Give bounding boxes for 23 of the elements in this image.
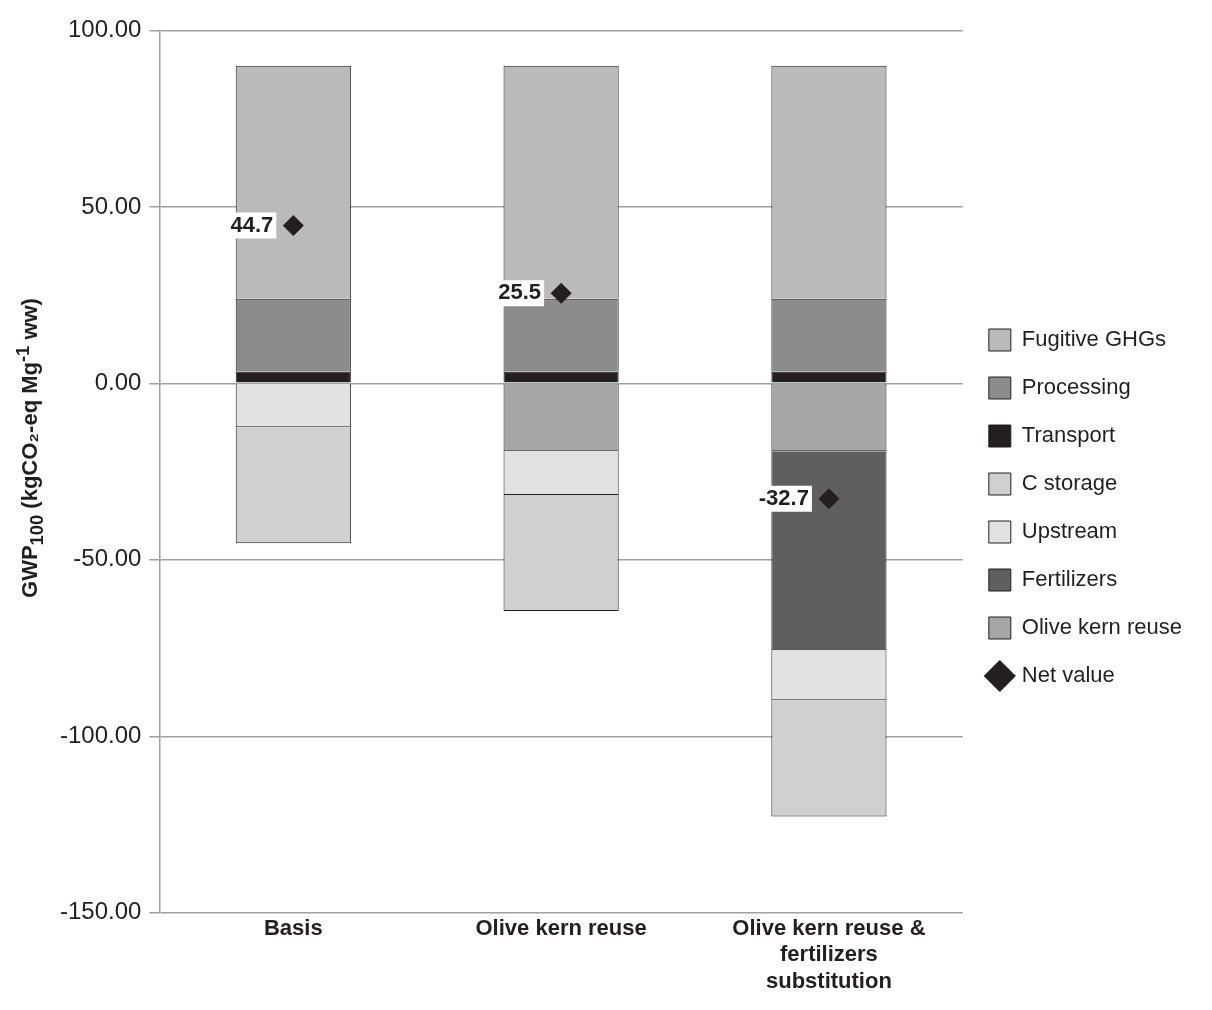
y-tick-label: 50.00 (81, 191, 142, 219)
legend-label: Fertilizers (1021, 566, 1118, 592)
point (550, 282, 572, 304)
legend-label: Olive kern reuse (1021, 614, 1183, 640)
legend-label: Processing (1021, 374, 1131, 400)
point (818, 488, 840, 510)
legend-label: Upstream (1021, 518, 1118, 544)
legend-label: Fugitive GHGs (1021, 326, 1167, 352)
x-tick-label: Olive kern reuse (475, 915, 647, 941)
data-label: 44.7 (230, 211, 274, 237)
y-tick-label: -50.00 (73, 544, 142, 572)
y-tick-label: -100.00 (59, 720, 142, 748)
legend-label: Net value (1021, 662, 1115, 688)
data-label: 25.5 (498, 279, 542, 305)
legend-label: C storage (1021, 470, 1118, 496)
point (282, 215, 304, 237)
y-tick-label: 0.00 (94, 367, 142, 395)
x-tick-label: Olive kern reuse & fertilizers substitution (732, 915, 926, 993)
x-tick-label: Basis (263, 915, 323, 941)
legend-label: Transport (1021, 422, 1116, 448)
data-label: -32.7 (758, 484, 809, 510)
y-tick-label: -150.00 (59, 897, 142, 925)
y-tick-label: 100.00 (67, 15, 142, 43)
